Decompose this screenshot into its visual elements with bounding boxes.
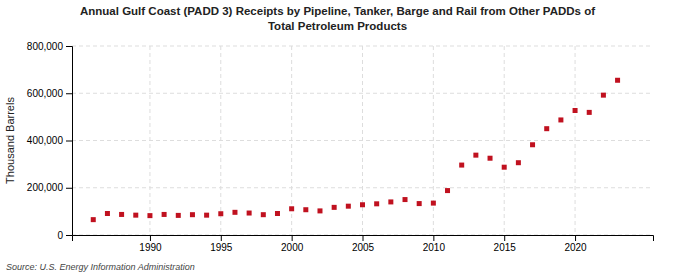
tick-label: 200,000 (27, 182, 64, 193)
point (346, 204, 351, 209)
tick-label: 1990 (139, 242, 162, 253)
title-line: Total Petroleum Products (268, 20, 407, 32)
tick: 1995 (210, 235, 233, 253)
title: Annual Gulf Coast (PADD 3) Receipts by P… (80, 5, 595, 32)
point (473, 153, 478, 158)
grid (72, 46, 653, 235)
point (360, 202, 365, 207)
tick-mark (221, 235, 222, 241)
point (403, 197, 408, 202)
point (388, 199, 393, 204)
point (502, 165, 507, 170)
point (558, 117, 563, 122)
tick-label: 800,000 (27, 41, 64, 52)
tick-mark (150, 235, 151, 241)
tick-label: 2005 (352, 242, 375, 253)
point (459, 163, 464, 168)
tick: 200,000 (27, 182, 72, 193)
tick-label: 600,000 (27, 88, 64, 99)
point (232, 210, 237, 215)
point (91, 217, 96, 222)
grid-line-x (149, 46, 150, 235)
tick-label: 2020 (564, 242, 587, 253)
point (147, 213, 152, 218)
tick-mark (292, 235, 293, 241)
point (218, 211, 223, 216)
tick-mark (66, 46, 72, 47)
point (317, 208, 322, 213)
point (332, 205, 337, 210)
point (275, 211, 280, 216)
point (530, 142, 535, 147)
tick-mark (504, 235, 505, 241)
tick-label: 400,000 (27, 135, 64, 146)
point (105, 211, 110, 216)
grid-line-x (433, 46, 434, 235)
point (587, 110, 592, 115)
grid-line-y (72, 93, 653, 94)
tick-mark (575, 235, 576, 241)
point (162, 212, 167, 217)
x-axis: 1990 1995 2000 2005 2010 2015 2020 (73, 235, 654, 253)
chart-container: Annual Gulf Coast (PADD 3) Receipts by P… (0, 0, 675, 275)
point (516, 160, 521, 165)
tick-label: 2015 (494, 242, 517, 253)
tick-mark (66, 235, 72, 236)
plot-area: 1990 1995 2000 2005 2010 2015 2020 0 200,000 400,… (27, 41, 654, 253)
tick-mark (363, 235, 364, 241)
grid-line-x (504, 46, 505, 235)
point (417, 201, 422, 206)
point (601, 93, 606, 98)
tick-mark (433, 235, 434, 241)
point (261, 212, 266, 217)
point (303, 207, 308, 212)
point (445, 188, 450, 193)
point (289, 206, 294, 211)
tick: 2000 (281, 235, 304, 253)
tick: 400,000 (27, 135, 72, 146)
point (488, 156, 493, 161)
tick-label: 0 (57, 230, 63, 241)
source-note: Source: U.S. Energy Information Administ… (6, 262, 195, 272)
chart-svg: Annual Gulf Coast (PADD 3) Receipts by P… (0, 0, 675, 275)
point (176, 213, 181, 218)
point (573, 108, 578, 113)
tick: 800,000 (27, 41, 72, 52)
point (247, 211, 252, 216)
point (190, 212, 195, 217)
grid-line-x (220, 46, 221, 235)
tick-label: 1995 (210, 242, 233, 253)
point (119, 212, 124, 217)
point (544, 126, 549, 131)
axis-line (66, 47, 73, 236)
tick-mark (66, 141, 72, 142)
tick: 600,000 (27, 88, 72, 99)
points (91, 78, 620, 222)
y-axis: 0 200,000 400,000 600,000 800,000 (27, 41, 73, 241)
point (431, 201, 436, 206)
tick-mark (66, 93, 72, 94)
axis-line (73, 236, 654, 242)
tick-mark (66, 188, 72, 189)
tick-label: 2000 (281, 242, 304, 253)
tick: 2015 (494, 235, 517, 253)
tick-label: 2010 (423, 242, 446, 253)
tick: 2010 (423, 235, 446, 253)
point (615, 78, 620, 83)
grid-line-x (575, 46, 576, 235)
point (204, 213, 209, 218)
title-line: Annual Gulf Coast (PADD 3) Receipts by P… (80, 5, 595, 17)
tick: 2020 (564, 235, 587, 253)
tick: 0 (57, 230, 72, 241)
tick: 1990 (139, 235, 162, 253)
point (133, 213, 138, 218)
y-axis-label: Thousand Barrels (4, 97, 16, 184)
tick: 2005 (352, 235, 375, 253)
point (374, 201, 379, 206)
